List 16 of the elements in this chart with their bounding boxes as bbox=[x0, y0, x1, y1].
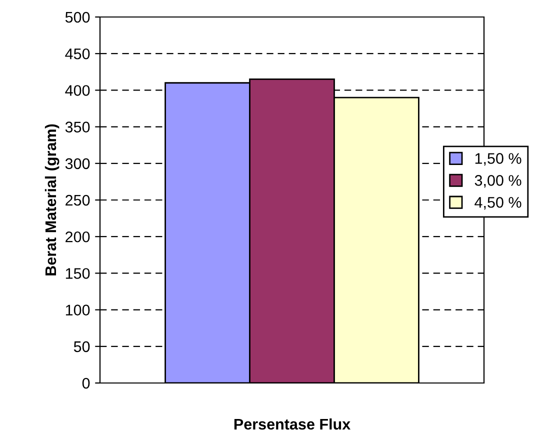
y-tick-label: 200 bbox=[66, 231, 90, 242]
y-tick-label: 300 bbox=[65, 158, 90, 170]
y-tick-label: 0 bbox=[82, 378, 90, 389]
y-tick-label: 500 bbox=[65, 12, 90, 23]
legend-label: 3,00 % bbox=[474, 175, 522, 188]
y-tick-label: 100 bbox=[66, 304, 90, 316]
legend-label: 1,50 % bbox=[475, 153, 522, 166]
y-tick-label: 250 bbox=[66, 194, 90, 206]
legend-label: 4,50 % bbox=[474, 196, 522, 210]
x-axis-title: Persentase Flux bbox=[234, 418, 350, 430]
y-axis-title: Berat Material (gram) bbox=[44, 124, 60, 276]
y-tick-label: 450 bbox=[65, 48, 90, 60]
y-tick-label: 150 bbox=[66, 268, 90, 279]
y-tick-label: 350 bbox=[65, 122, 90, 132]
y-tick-label: 400 bbox=[65, 85, 90, 96]
y-tick-label: 50 bbox=[74, 341, 90, 352]
